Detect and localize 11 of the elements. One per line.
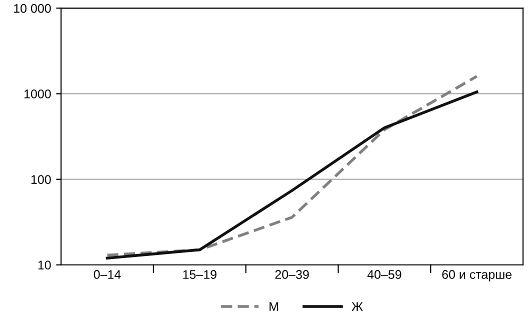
y-tick-label: 10	[38, 260, 51, 270]
x-tick-label: 20–39	[275, 270, 309, 279]
legend-label: Ж	[352, 302, 363, 311]
y-tick-label: 1000	[24, 90, 51, 98]
y-tick-label: 100	[31, 175, 51, 184]
legend-label: М	[270, 302, 278, 311]
x-tick-label: 40–59	[367, 270, 402, 279]
y-tick-label: 10 000	[14, 4, 51, 13]
x-tick-label: 15–19	[183, 270, 216, 279]
x-tick-label: 60 и старше	[442, 270, 512, 282]
x-tick-label: 0–14	[94, 270, 121, 279]
